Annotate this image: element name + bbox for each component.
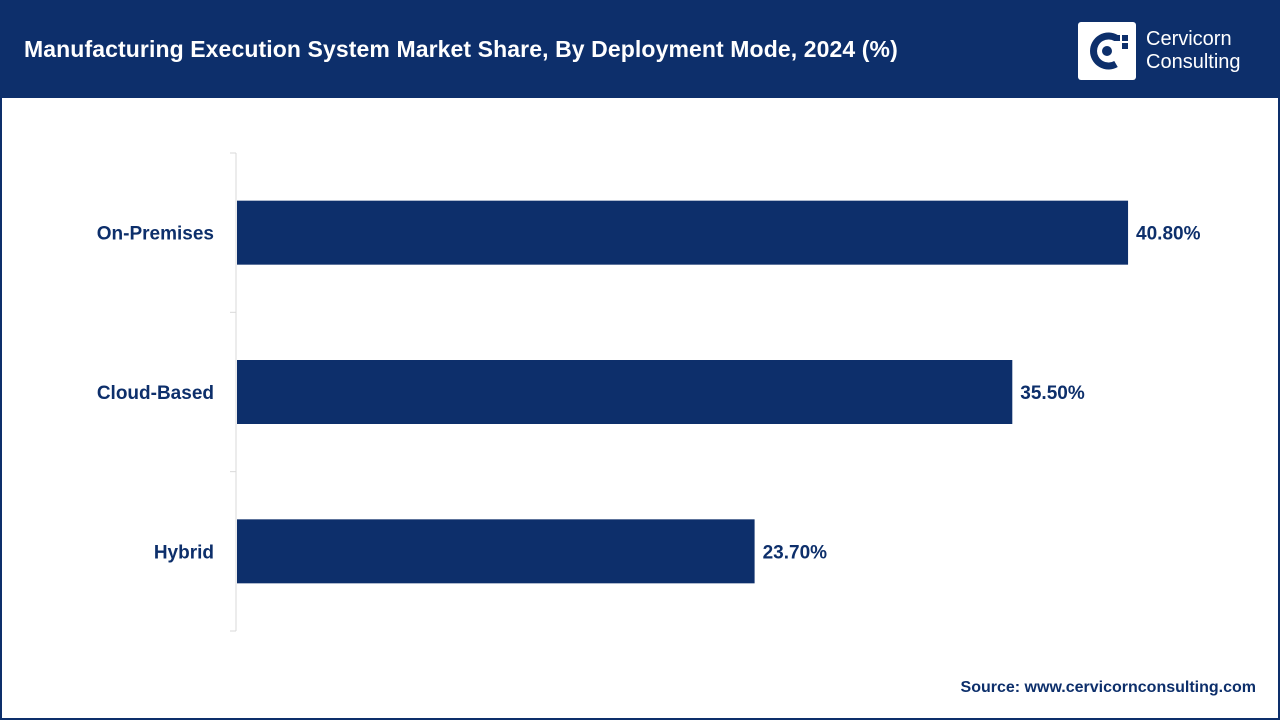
bar-cloud-based [237,360,1013,424]
logo-line-1: Cervicorn [1146,28,1232,50]
header-bar: Manufacturing Execution System Market Sh… [2,2,1278,98]
category-label: Hybrid [154,542,214,563]
logo-wordmark: Cervicorn Consulting [1146,28,1241,74]
company-logo: Cervicorn Consulting [1078,22,1268,80]
logo-icon [1078,22,1136,80]
category-label: On-Premises [97,224,214,245]
bar-on-premises [237,200,1129,265]
chart-title: Manufacturing Execution System Market Sh… [24,36,898,62]
source-note: Source: www.cervicornconsulting.com [960,679,1256,696]
value-label: 40.80% [1136,224,1201,245]
logo-line-2: Consulting [1146,51,1241,73]
value-label: 23.70% [763,542,828,563]
category-label: Cloud-Based [97,383,214,404]
bar-hybrid [237,519,755,584]
value-label: 35.50% [1020,383,1085,404]
bar-chart: On-Premises 40.80% Cloud-Based 35.50% Hybrid… [97,152,1201,632]
